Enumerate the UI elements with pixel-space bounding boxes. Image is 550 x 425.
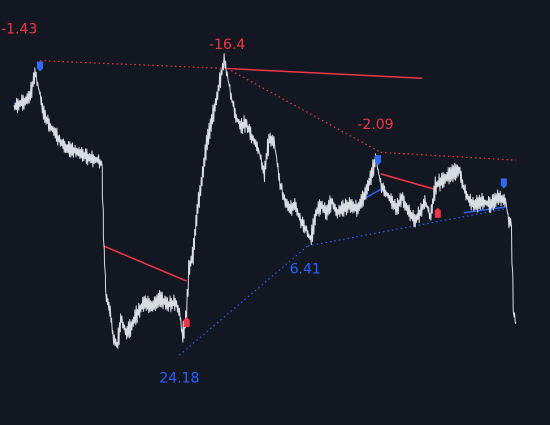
price-series <box>13 53 517 349</box>
pivot-label-high-2: -2.09 <box>357 117 393 133</box>
bullish-signal-marker-1[interactable] <box>375 155 381 166</box>
bearish-signal-marker-3[interactable] <box>183 317 190 327</box>
bullish-signal-marker-2[interactable] <box>500 178 507 189</box>
trendline-bullish-7[interactable] <box>307 208 506 247</box>
pivot-label-high-1: -16.4 <box>209 37 245 53</box>
trendline-bearish-1[interactable] <box>227 67 423 79</box>
bearish-signal-marker-4[interactable] <box>434 207 441 218</box>
price-layer <box>13 53 517 349</box>
markers-layer <box>37 61 507 327</box>
labels-layer: -1.43 -16.4 -2.09 24.18 6.41 <box>1 21 393 386</box>
trendline-bullish-8[interactable] <box>463 206 506 214</box>
pivot-label-high-0: -1.43 <box>1 21 37 37</box>
bullish-signal-marker-0[interactable] <box>37 61 43 72</box>
trendline-bearish-3[interactable] <box>380 151 516 161</box>
pivot-label-low-3: 24.18 <box>159 370 199 386</box>
pivot-label-low-4: 6.41 <box>290 261 321 277</box>
trendline-bearish-5[interactable] <box>380 173 436 191</box>
trendline-bullish-6[interactable] <box>178 245 309 356</box>
trendline-bearish-4[interactable] <box>103 245 187 282</box>
